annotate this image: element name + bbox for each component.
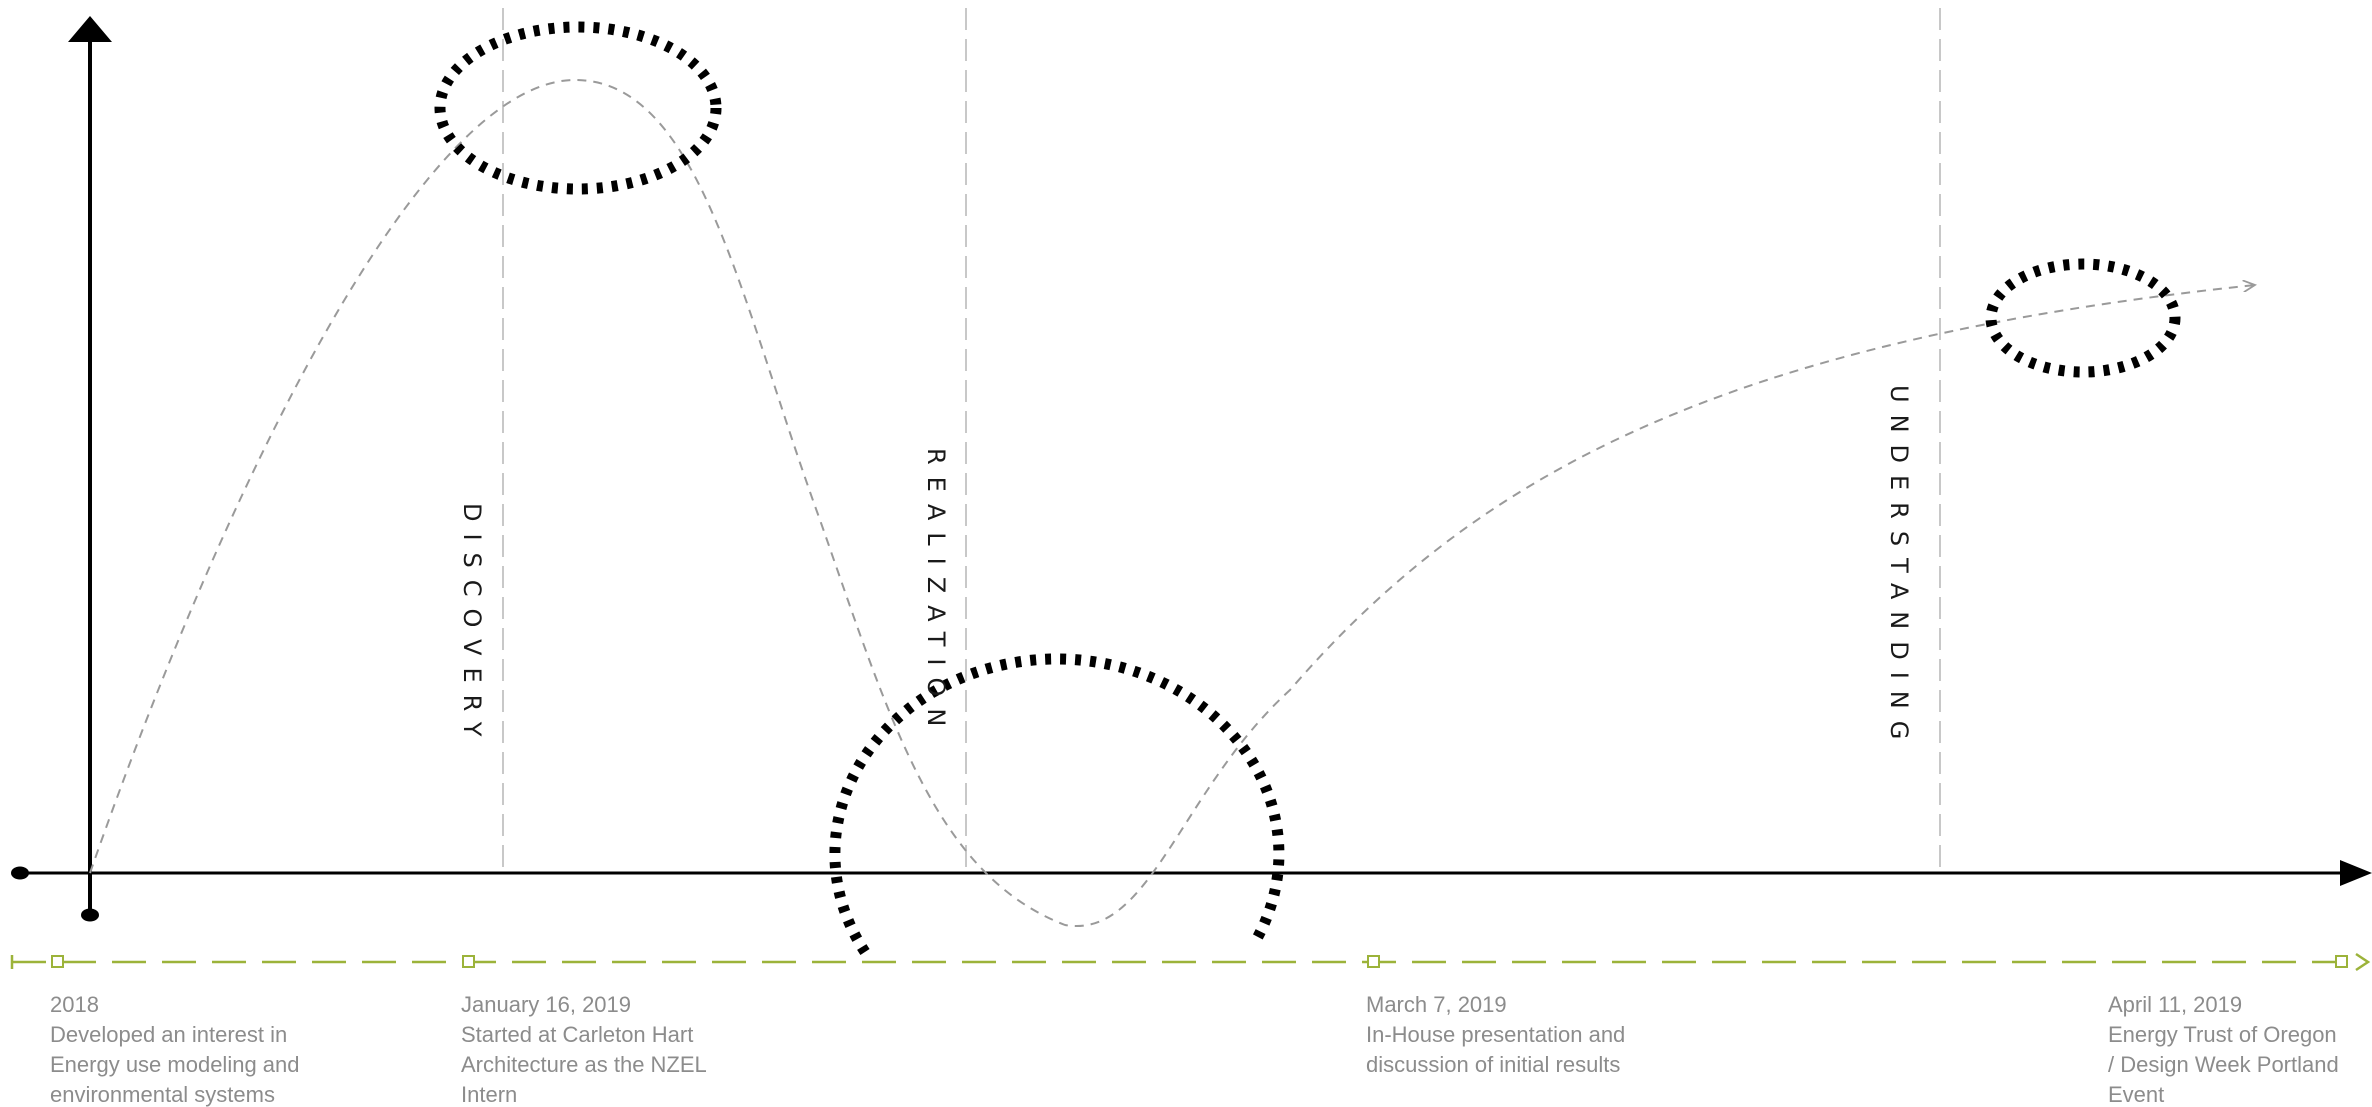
milestone-desc-line: Intern [461,1082,518,1107]
milestone-desc-line: Developed an interest in [50,1022,288,1047]
timeline-marker-jan-2019 [462,955,475,968]
milestone-desc-line: Event [2108,1082,2165,1107]
journey-curve [89,78,2255,928]
milestone-desc-line: Architecture as the NZEL [461,1052,707,1077]
realization-ring [829,653,1285,956]
milestone-mar-2019: March 7, 2019 In-House presentation and … [1366,990,1726,1080]
milestone-date: April 11, 2019 [2108,992,2243,1017]
milestone-desc-line: discussion of initial results [1366,1052,1621,1077]
understanding-ring [1985,258,2181,378]
milestone-desc-line: environmental systems [50,1082,275,1107]
milestone-desc-line: / Design Week Portland [2108,1052,2339,1077]
timeline-marker-mar-2019 [1367,955,1380,968]
discovery-ring [434,21,722,195]
milestone-date: March 7, 2019 [1366,992,1507,1017]
timeline-marker-2018 [51,955,64,968]
phase-label-discovery: DISCOVERY [458,503,486,749]
milestone-desc-line: Energy Trust of Oregon [2108,1022,2337,1047]
milestone-desc-line: Started at Carleton Hart [461,1022,694,1047]
milestone-desc-line: In-House presentation and [1366,1022,1626,1047]
x-axis-arrowhead [2340,860,2372,886]
timeline-marker-apr-2019 [2335,955,2348,968]
phase-label-understanding: UNDERSTANDING [1885,385,1913,752]
y-axis-arrowhead [68,16,112,42]
milestone-jan-2019: January 16, 2019 Started at Carleton Har… [461,990,791,1107]
milestone-date: January 16, 2019 [461,992,632,1017]
milestone-date: 2018 [50,992,99,1017]
timeline-end-arrow [2355,952,2371,972]
phase-label-realization: REALIZATION [922,448,950,739]
y-axis-origin-dot [81,908,99,922]
milestone-desc-line: Energy use modeling and [50,1052,300,1077]
x-axis-origin-dot [11,866,29,880]
milestone-apr-2019: April 11, 2019 Energy Trust of Oregon / … [2108,990,2368,1107]
milestone-2018: 2018 Developed an interest in Energy use… [50,990,380,1107]
